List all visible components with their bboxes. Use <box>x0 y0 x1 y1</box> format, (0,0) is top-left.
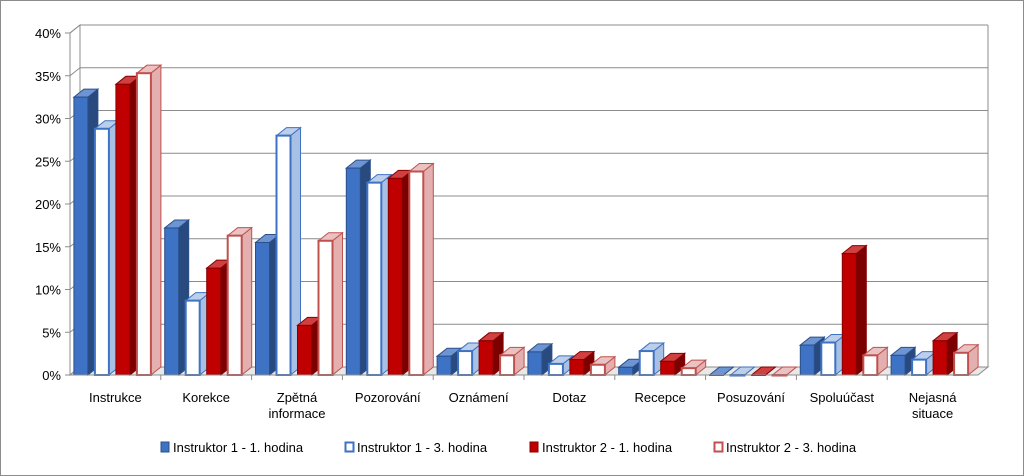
bar <box>275 126 302 377</box>
bar <box>861 346 889 377</box>
bar <box>638 342 666 377</box>
bars <box>72 64 980 377</box>
gridline-side <box>69 67 81 77</box>
y-tick-label: 5% <box>42 325 61 340</box>
legend-item: Instruktor 1 - 3. hodina <box>344 440 488 455</box>
legend-label: Instruktor 1 - 1. hodina <box>173 440 304 455</box>
legend-swatch <box>160 441 170 453</box>
x-tick-label: Korekce <box>182 390 230 405</box>
legend-item: Instruktor 1 - 1. hodina <box>160 440 304 455</box>
legend-label: Instruktor 1 - 3. hodina <box>357 440 488 455</box>
bar <box>456 342 484 377</box>
x-tick-label: Oznámení <box>449 390 509 405</box>
bar <box>568 350 596 377</box>
bar <box>819 333 847 377</box>
x-tick-label: Instrukce <box>89 390 142 405</box>
y-tick-label: 20% <box>35 197 61 212</box>
y-tick-label: 35% <box>35 69 61 84</box>
bar <box>407 162 435 377</box>
gridline-side <box>69 24 81 34</box>
bar <box>184 291 212 377</box>
bar <box>317 231 344 377</box>
legend-item: Instruktor 2 - 1. hodina <box>529 440 673 455</box>
y-tick-label: 10% <box>35 283 61 298</box>
y-tick-label: 25% <box>35 154 61 169</box>
x-tick-label: Posuzování <box>717 390 785 405</box>
bar <box>435 347 463 377</box>
x-tick-label: Zpětná informace <box>268 390 325 421</box>
bar <box>498 346 526 377</box>
bar <box>365 173 393 377</box>
legend-swatch <box>713 441 724 453</box>
bar <box>952 343 980 377</box>
legend-swatch <box>344 441 355 453</box>
bar <box>135 64 163 377</box>
y-tick-label: 15% <box>35 240 61 255</box>
x-tick-label: Recepce <box>635 390 686 405</box>
bar <box>680 359 708 377</box>
bar <box>93 119 121 377</box>
x-tick-label: Nejasná situace <box>909 390 957 421</box>
bar <box>840 244 868 377</box>
x-tick-label: Dotaz <box>552 390 586 405</box>
x-tick-label: Spoluúčast <box>810 390 875 405</box>
y-tick-label: 0% <box>42 368 61 383</box>
legend-label: Instruktor 2 - 1. hodina <box>542 440 673 455</box>
y-tick-label: 30% <box>35 112 61 127</box>
bar <box>226 226 254 377</box>
legend-label: Instruktor 2 - 3. hodina <box>726 440 857 455</box>
y-tick-label: 40% <box>35 26 61 41</box>
x-tick-label: Pozorování <box>355 390 421 405</box>
legend-item: Instruktor 2 - 3. hodina <box>713 440 857 455</box>
legend: Instruktor 1 - 1. hodina Instruktor 1 - 3… <box>160 440 857 455</box>
legend-swatch <box>529 441 539 453</box>
